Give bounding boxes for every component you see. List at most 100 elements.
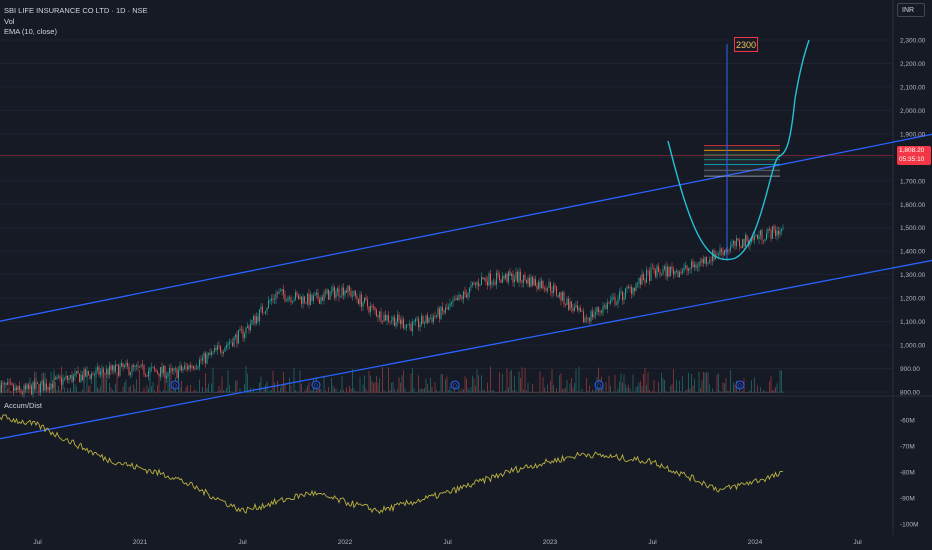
candle-body: [152, 367, 154, 368]
candle-body: [247, 325, 248, 328]
fib-retracement[interactable]: [0, 145, 893, 177]
candle-body: [335, 291, 337, 298]
volume-bar: [199, 379, 200, 393]
volume-bar: [179, 387, 181, 393]
projection-curve[interactable]: [667, 39, 810, 261]
volume-bar: [526, 390, 527, 393]
target-annotation[interactable]: 2300: [734, 37, 758, 52]
volume-bar: [398, 377, 400, 393]
candle-body: [127, 362, 128, 367]
candle-body: [359, 294, 361, 304]
candle-body: [692, 261, 694, 268]
currency-button[interactable]: INR: [897, 3, 925, 17]
ema-legend[interactable]: EMA (10, close): [4, 27, 57, 36]
candle-body: [25, 385, 26, 389]
volume-bar: [307, 385, 308, 393]
candle-body: [427, 315, 428, 323]
candle-body: [68, 377, 70, 380]
candle-body: [761, 230, 763, 241]
volume-bar: [553, 385, 554, 393]
volume-bar: [16, 391, 17, 393]
candle-body: [490, 273, 491, 285]
candle-body: [238, 330, 239, 344]
candle-body: [172, 368, 173, 371]
volume-legend[interactable]: Vol: [4, 16, 15, 26]
volume-bar: [724, 383, 725, 393]
candle-body: [389, 321, 391, 322]
volume-bar: [538, 391, 539, 393]
volume-bar: [745, 391, 746, 393]
candle-body: [259, 309, 260, 321]
volume-bar: [121, 391, 122, 393]
volume-bar: [206, 388, 208, 393]
candle-body: [419, 324, 421, 328]
volume-bar: [662, 378, 664, 393]
time-tick-label: Jul: [238, 539, 247, 546]
candle-body: [658, 266, 659, 272]
volume-bar: [578, 366, 580, 393]
candle-body: [233, 337, 235, 347]
candle-body: [515, 272, 517, 280]
volume-bar: [493, 390, 494, 393]
dividend-circle: [450, 380, 460, 390]
candle-body: [365, 297, 367, 301]
time-axis[interactable]: Jul2021Jul2022Jul2023Jul2024Jul2025Jul20…: [33, 539, 932, 546]
volume-bar: [652, 391, 653, 393]
volume-bar: [725, 378, 727, 393]
trend-channel[interactable]: [0, 71, 932, 442]
candle-body: [728, 249, 730, 251]
price-axis[interactable]: 2,300.00 2,200.00 2,100.00 2,000.00 1,900.00…: [900, 38, 926, 397]
candle-body: [487, 281, 488, 286]
candle-body: [23, 385, 25, 394]
candle-body: [463, 291, 464, 300]
volume-bar: [715, 391, 716, 393]
volume-bar: [748, 391, 749, 393]
volume-bar: [122, 386, 124, 393]
candle-body: [140, 364, 142, 368]
volume-bar: [218, 385, 220, 393]
volume-bars: [0, 366, 784, 393]
volume-bar: [338, 391, 340, 393]
volume-bar: [439, 391, 440, 393]
volume-bar: [616, 391, 617, 393]
candle-body: [332, 287, 334, 291]
candle-body: [667, 266, 668, 277]
volume-bar: [161, 391, 163, 393]
symbol-title[interactable]: SBI LIFE INSURANCE CO LTD · 1D · NSE: [4, 6, 148, 15]
candle-body: [674, 271, 676, 275]
indicator-axis[interactable]: -60M -70M -80M -90M -100M: [900, 418, 918, 529]
volume-bar: [472, 375, 473, 393]
volume-bar: [536, 391, 538, 393]
candle-body: [398, 314, 400, 321]
candle-body: [460, 294, 461, 297]
candle-body: [155, 369, 157, 372]
candle-body: [505, 273, 506, 279]
candle-body: [559, 292, 560, 297]
volume-bar: [695, 391, 697, 393]
candle-body: [223, 351, 224, 354]
candle-body: [46, 383, 47, 389]
candle-body: [202, 358, 203, 361]
candle-body: [610, 300, 611, 304]
volume-bar: [427, 383, 428, 393]
volume-bar: [215, 391, 217, 393]
volume-bar: [703, 371, 704, 393]
volume-bar: [332, 385, 334, 393]
volume-bar: [92, 392, 94, 393]
candle-body: [371, 305, 373, 307]
volume-bar: [412, 367, 413, 393]
time-tick-label: Jul: [443, 539, 452, 546]
candle-body: [619, 292, 620, 299]
volume-bar: [752, 391, 754, 393]
volume-bar: [172, 391, 173, 393]
candle-body: [526, 279, 527, 284]
indicator-label[interactable]: Accum/Dist: [4, 401, 42, 410]
candle-body: [242, 329, 244, 338]
accum-dist-path: [0, 414, 783, 515]
volume-bar: [148, 388, 149, 393]
candle-body: [184, 365, 185, 369]
candle-body: [697, 266, 698, 268]
candle-body: [605, 305, 607, 310]
